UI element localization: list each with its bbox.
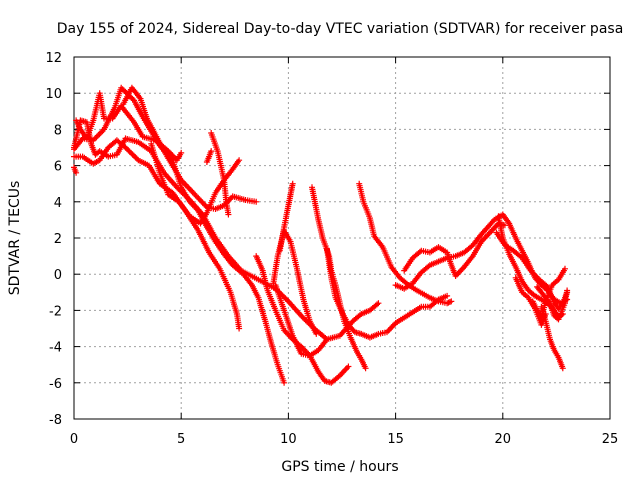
series-arc-20	[534, 283, 571, 323]
x-axis-label: GPS time / hours	[281, 459, 398, 475]
series-trace	[73, 86, 286, 384]
y-tick-label: -6	[49, 377, 62, 392]
series-arc-16	[401, 220, 508, 279]
series-markers	[512, 274, 549, 328]
series-markers	[71, 84, 288, 386]
series-arc-11	[276, 180, 296, 254]
series-markers	[276, 180, 296, 254]
y-tick-label: 12	[45, 51, 62, 66]
series-markers	[208, 130, 232, 218]
series-arc-13	[309, 184, 369, 372]
x-tick-label: 15	[387, 432, 404, 447]
series-arc-6	[148, 140, 243, 227]
y-tick-label: 6	[54, 160, 62, 175]
series-markers	[71, 164, 80, 176]
grid-lines	[74, 57, 610, 419]
series-arc-4	[71, 84, 288, 386]
x-tick-label: 20	[495, 432, 512, 447]
x-tick-label: 10	[280, 432, 297, 447]
series-markers	[203, 148, 215, 165]
series-markers	[309, 184, 369, 372]
series-arc-5	[120, 84, 260, 212]
y-tick-label: 10	[45, 87, 62, 102]
series-arc-15	[356, 180, 455, 307]
series-arc-12	[272, 282, 330, 359]
series-arc-23	[512, 274, 549, 328]
series-arc-3	[73, 90, 185, 164]
y-tick-label: 4	[54, 196, 62, 211]
series-markers	[401, 220, 508, 279]
y-tick-label: 8	[54, 123, 62, 138]
series-markers	[356, 180, 455, 307]
data-series-group	[71, 84, 571, 386]
series-markers	[148, 140, 243, 227]
series-markers	[71, 117, 382, 343]
y-tick-label: 2	[54, 232, 62, 247]
series-markers	[272, 282, 330, 359]
series-arc-24	[71, 164, 80, 176]
y-tick-label: -2	[49, 304, 62, 319]
y-tick-label: 0	[54, 268, 62, 283]
series-arc-8	[203, 148, 215, 165]
series-markers	[324, 245, 451, 341]
chart-title: Day 155 of 2024, Sidereal Day-to-day VTE…	[57, 21, 624, 37]
x-tick-label: 25	[602, 432, 619, 447]
y-axis-label: SDTVAR / TECUs	[7, 181, 23, 296]
y-tick-label: -8	[49, 413, 62, 428]
series-arc-14	[324, 245, 451, 341]
series-arc-7	[208, 130, 232, 218]
series-arc-2	[71, 117, 382, 343]
axis-ticks: 0 5 10 15 20 25 -8 -6 -4 -2 0 2 4 6 8 10 12	[45, 51, 618, 447]
series-trace	[310, 187, 367, 369]
x-tick-label: 0	[70, 432, 78, 447]
series-markers	[120, 84, 260, 212]
x-tick-label: 5	[177, 432, 185, 447]
y-tick-label: -4	[49, 341, 62, 356]
